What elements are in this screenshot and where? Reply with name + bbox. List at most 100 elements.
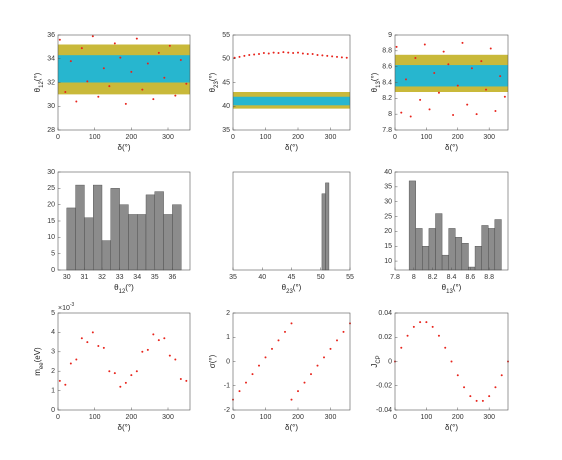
y-tick-label: 20 xyxy=(47,202,55,209)
bar xyxy=(488,228,496,271)
y-tick-label: 15 xyxy=(47,218,55,225)
x-tick-label: 0 xyxy=(231,414,235,421)
axis-label: θ23(°) xyxy=(208,72,219,92)
label-symbol: θ xyxy=(33,87,42,92)
bar xyxy=(172,204,182,271)
label-symbol: δ xyxy=(445,423,450,432)
x-tick-label: 100 xyxy=(89,134,101,141)
point xyxy=(179,58,182,61)
point xyxy=(108,85,111,88)
y-tick-label: 8.6 xyxy=(382,64,392,71)
point xyxy=(456,84,459,87)
label-unit: (°) xyxy=(125,283,134,292)
label-subscript: 12 xyxy=(119,289,126,295)
point xyxy=(442,50,445,53)
point xyxy=(414,56,417,59)
y-tick-label: 3 xyxy=(51,349,55,356)
point xyxy=(311,53,314,55)
y-tick-label: 10 xyxy=(384,258,392,265)
y-tick-label: 2 xyxy=(51,368,55,375)
bar xyxy=(75,184,85,271)
axis-label: δ(°) xyxy=(118,143,131,152)
point xyxy=(326,54,329,57)
point xyxy=(272,51,275,54)
y-tick-label: 36 xyxy=(47,32,55,39)
point xyxy=(179,377,182,380)
point xyxy=(243,54,246,57)
plot-area xyxy=(233,35,350,130)
point xyxy=(499,75,502,78)
point xyxy=(80,337,83,340)
plot-area xyxy=(233,172,350,270)
label-symbol: δ xyxy=(285,423,290,432)
x-tick-label: 100 xyxy=(421,414,433,421)
axis-label: θ12(°) xyxy=(114,283,134,294)
point xyxy=(86,341,89,344)
x-tick-label: 300 xyxy=(325,414,337,421)
point xyxy=(481,399,484,402)
y-tick-label: 8 xyxy=(388,111,392,118)
point xyxy=(306,53,309,55)
y-tick-label: 0.04 xyxy=(378,310,392,317)
x-tick-label: 8.8 xyxy=(484,274,494,281)
label-symbol: θ xyxy=(114,283,119,292)
y-tick-label: 30 xyxy=(47,169,55,176)
y-tick-label: -0.02 xyxy=(376,383,392,390)
point xyxy=(400,346,403,349)
label-unit: (°) xyxy=(289,423,298,432)
point xyxy=(58,38,61,41)
point xyxy=(494,386,497,389)
point xyxy=(419,98,422,101)
point xyxy=(102,346,105,349)
y-tick-label: 7.8 xyxy=(382,127,392,134)
point xyxy=(444,346,447,349)
point xyxy=(485,88,488,91)
point xyxy=(480,60,483,63)
point xyxy=(75,358,78,361)
bar xyxy=(136,214,147,271)
point xyxy=(86,80,89,83)
axis-label: δ(°) xyxy=(285,423,298,432)
label-symbol: J xyxy=(370,364,379,368)
point xyxy=(119,385,122,388)
point xyxy=(461,41,464,44)
point xyxy=(124,381,127,384)
y-tick-label: 40 xyxy=(384,169,392,176)
y-tick-label: 50 xyxy=(222,56,230,63)
x-tick-label: 0 xyxy=(393,134,397,141)
x-tick-label: 300 xyxy=(162,414,174,421)
point xyxy=(130,70,133,73)
band xyxy=(395,65,508,87)
x-tick-label: 8 xyxy=(412,274,416,281)
y-tick-label: 9 xyxy=(388,32,392,39)
point xyxy=(245,381,247,384)
y-tick-label: 30 xyxy=(384,199,392,206)
point xyxy=(329,347,332,350)
x-tick-label: 35 xyxy=(151,274,159,281)
y-tick-label: 15 xyxy=(384,243,392,250)
x-tick-label: 7.8 xyxy=(390,274,400,281)
label-symbol: m xyxy=(33,369,42,376)
point xyxy=(271,347,273,350)
axis-label: θ13(°) xyxy=(442,283,462,294)
point xyxy=(168,44,171,47)
point xyxy=(258,364,260,367)
point xyxy=(431,325,434,328)
point xyxy=(163,76,166,79)
y-tick-label: 0 xyxy=(51,407,55,414)
bar xyxy=(84,217,94,271)
point xyxy=(340,56,343,59)
y-tick-label: -2 xyxy=(224,407,230,414)
point xyxy=(152,98,155,101)
bar xyxy=(321,193,326,271)
point xyxy=(284,330,286,333)
y-tick-label: 8.8 xyxy=(382,48,392,55)
bar xyxy=(494,219,502,271)
point xyxy=(447,63,450,66)
bar xyxy=(415,228,423,271)
point xyxy=(135,370,138,373)
bar xyxy=(461,243,469,271)
point xyxy=(331,55,334,58)
point xyxy=(290,322,293,325)
